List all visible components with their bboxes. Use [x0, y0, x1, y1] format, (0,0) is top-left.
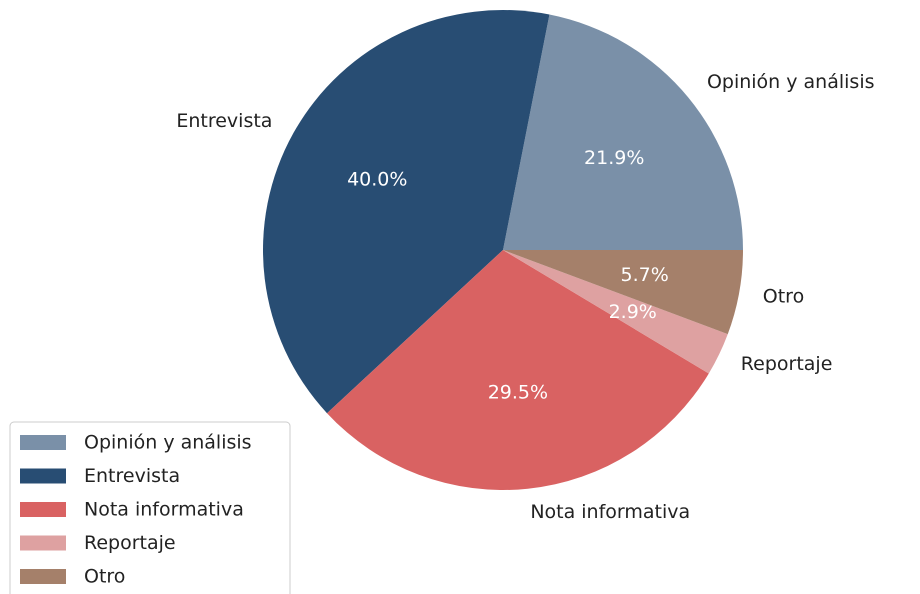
legend-box [9, 421, 291, 594]
pie-slice [327, 250, 709, 490]
percent-label: 40.0% [347, 168, 407, 190]
legend-label: Reportaje [84, 532, 176, 554]
legend-label: Opinión y análisis [84, 432, 252, 454]
slice-label: Nota informativa [530, 501, 690, 523]
legend-swatch [20, 502, 66, 517]
slice-label: Otro [763, 286, 804, 308]
pie-slice [503, 250, 728, 374]
pie-slice [503, 14, 743, 251]
percent-label: 2.9% [609, 301, 657, 323]
pie-slice [263, 10, 550, 414]
legend-label: Otro [84, 566, 125, 588]
legend-swatch [20, 535, 66, 551]
legend-swatch [20, 569, 66, 584]
legend-swatch [20, 435, 66, 450]
percent-label: 29.5% [488, 382, 548, 404]
percent-label: 21.9% [584, 147, 644, 169]
legend-label: Entrevista [84, 465, 180, 487]
legend-label: Nota informativa [84, 499, 244, 521]
slice-label: Entrevista [176, 110, 272, 132]
percent-label: 5.7% [621, 264, 669, 286]
slice-label: Reportaje [741, 353, 833, 375]
pie-slice [503, 250, 743, 335]
legend-swatch [20, 468, 66, 484]
slice-label: Opinión y análisis [707, 71, 875, 93]
